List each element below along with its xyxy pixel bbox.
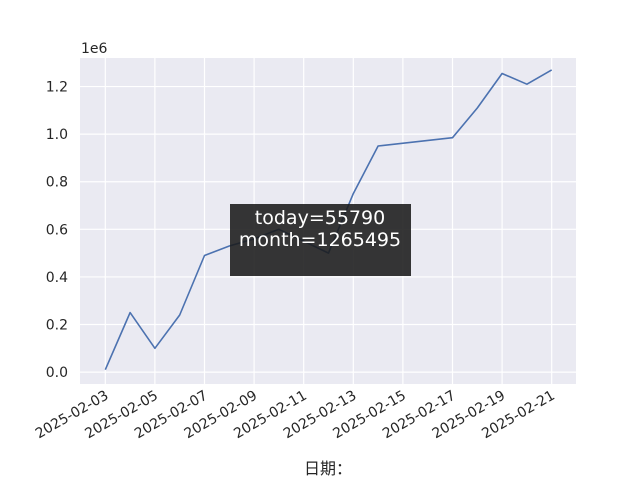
y-tick-label: 0.4 [46, 270, 68, 286]
y-tick-label: 0.2 [46, 318, 68, 334]
y-tick-label: 0.0 [46, 365, 68, 381]
x-axis-ticks: 2025-02-032025-02-052025-02-072025-02-09… [33, 388, 558, 443]
y-tick-label: 0.6 [46, 222, 68, 238]
annotation-line-month: month=1265495 [239, 229, 401, 251]
y-axis-ticks: 0.0 0.2 0.4 0.6 0.8 1.0 1.2 [46, 80, 68, 382]
y-offset-label: 1e6 [81, 41, 108, 57]
y-tick-label: 0.8 [46, 175, 68, 191]
y-tick-label: 1.2 [46, 80, 68, 96]
annotation-line-today: today=55790 [255, 207, 385, 229]
x-axis-label: 日期： [304, 459, 352, 478]
annotation-background [230, 204, 411, 276]
annotation-box: today=55790 month=1265495 [230, 204, 411, 276]
y-tick-label: 1.0 [46, 127, 68, 143]
